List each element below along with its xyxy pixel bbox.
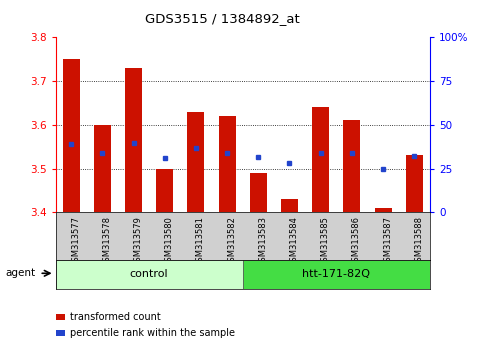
Text: GSM313578: GSM313578 (102, 216, 112, 267)
Text: GSM313581: GSM313581 (196, 216, 205, 267)
Text: GSM313579: GSM313579 (133, 216, 142, 267)
Text: agent: agent (6, 268, 36, 278)
Text: control: control (130, 269, 169, 279)
Bar (343, 120, 360, 212)
Bar (187, 112, 204, 212)
Text: GSM313588: GSM313588 (414, 216, 423, 267)
Bar (94, 125, 111, 212)
Text: GSM313587: GSM313587 (383, 216, 392, 267)
Bar (242, 260, 430, 289)
Bar (374, 208, 392, 212)
Bar (156, 169, 173, 212)
Text: GSM313577: GSM313577 (71, 216, 80, 267)
Text: GSM313584: GSM313584 (289, 216, 298, 267)
Bar (250, 173, 267, 212)
Bar (63, 59, 80, 212)
Bar (281, 199, 298, 212)
Text: GSM313586: GSM313586 (352, 216, 361, 267)
Text: GDS3515 / 1384892_at: GDS3515 / 1384892_at (145, 12, 299, 25)
Text: GSM313582: GSM313582 (227, 216, 236, 267)
Bar (312, 107, 329, 212)
Bar (406, 155, 423, 212)
Text: percentile rank within the sample: percentile rank within the sample (70, 328, 235, 338)
Bar (218, 116, 236, 212)
Text: GSM313583: GSM313583 (258, 216, 267, 267)
Text: GSM313585: GSM313585 (321, 216, 330, 267)
Bar (56, 260, 242, 289)
Text: htt-171-82Q: htt-171-82Q (302, 269, 370, 279)
Text: GSM313580: GSM313580 (165, 216, 174, 267)
Text: transformed count: transformed count (70, 312, 161, 322)
Bar (125, 68, 142, 212)
